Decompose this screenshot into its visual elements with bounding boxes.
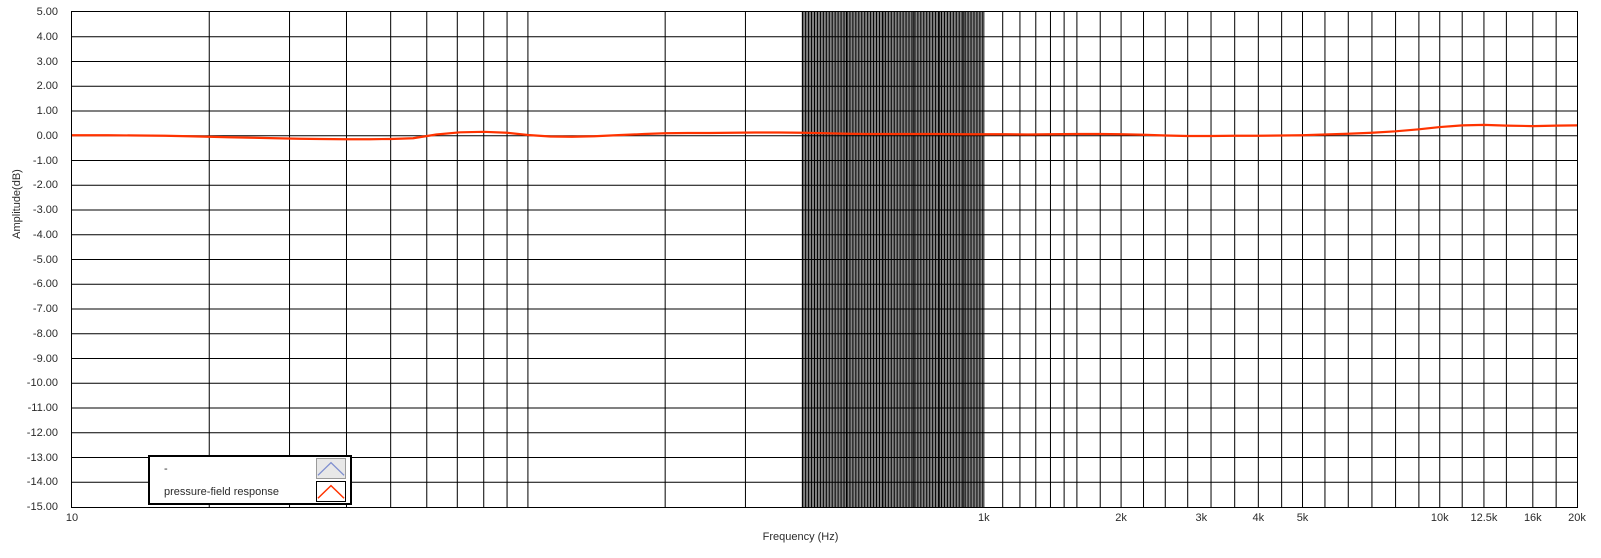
series-curves (72, 12, 1577, 507)
x-tick-label: 20k (1568, 512, 1586, 524)
x-axis-title: Frequency (Hz) (762, 531, 839, 543)
y-tick-label: 2.00 (36, 80, 58, 93)
x-tick-label: 2k (1115, 512, 1127, 524)
grid-lines (72, 12, 1577, 507)
y-axis-tick-labels: 5.00 4.00 3.00 2.00 1.00 0.00 -1.00 -2.00 -3.00 -… (0, 0, 68, 558)
plot-area (71, 11, 1578, 508)
y-tick-label: -6.00 (32, 278, 58, 291)
y-tick-label: 3.00 (36, 55, 58, 68)
y-tick-label: -13.00 (26, 451, 58, 464)
legend[interactable]: - pressure-field response (148, 455, 352, 505)
y-tick-label: 5.00 (36, 6, 58, 18)
series-line (72, 125, 1577, 139)
y-tick-label: -1.00 (32, 154, 58, 167)
y-tick-label: -10.00 (26, 377, 58, 390)
y-tick-label: -7.00 (32, 303, 58, 315)
y-tick-label: -3.00 (32, 204, 58, 216)
legend-item[interactable]: - (150, 457, 350, 480)
legend-item-label: pressure-field response (164, 485, 279, 498)
y-tick-label: 0.00 (36, 129, 58, 142)
x-tick-label: 12.5k (1470, 512, 1498, 524)
legend-swatch-icon (316, 458, 346, 479)
x-tick-label: 16k (1523, 512, 1542, 524)
y-tick-label: -5.00 (32, 253, 58, 266)
legend-swatch-icon (316, 481, 346, 502)
x-tick-label: 3k (1195, 512, 1208, 524)
y-tick-label: -8.00 (32, 327, 58, 340)
x-tick-label: 4k (1252, 512, 1265, 524)
y-tick-label: -15.00 (26, 501, 58, 513)
x-tick-label: 10k (1430, 512, 1449, 524)
y-tick-label: -9.00 (32, 352, 58, 365)
y-tick-label: -14.00 (26, 476, 58, 489)
x-tick-label: 1k (978, 512, 990, 524)
y-tick-label: 4.00 (36, 30, 58, 43)
y-tick-label: -4.00 (32, 228, 58, 241)
y-tick-label: -2.00 (32, 179, 58, 192)
y-tick-label: 1.00 (36, 105, 58, 117)
legend-item[interactable]: pressure-field response (150, 480, 350, 503)
y-tick-label: -11.00 (27, 402, 58, 414)
x-tick-label: 5k (1296, 512, 1309, 524)
legend-item-label: - (164, 462, 168, 475)
y-tick-label: -12.00 (26, 426, 58, 439)
x-tick-label: 10 (65, 512, 79, 524)
